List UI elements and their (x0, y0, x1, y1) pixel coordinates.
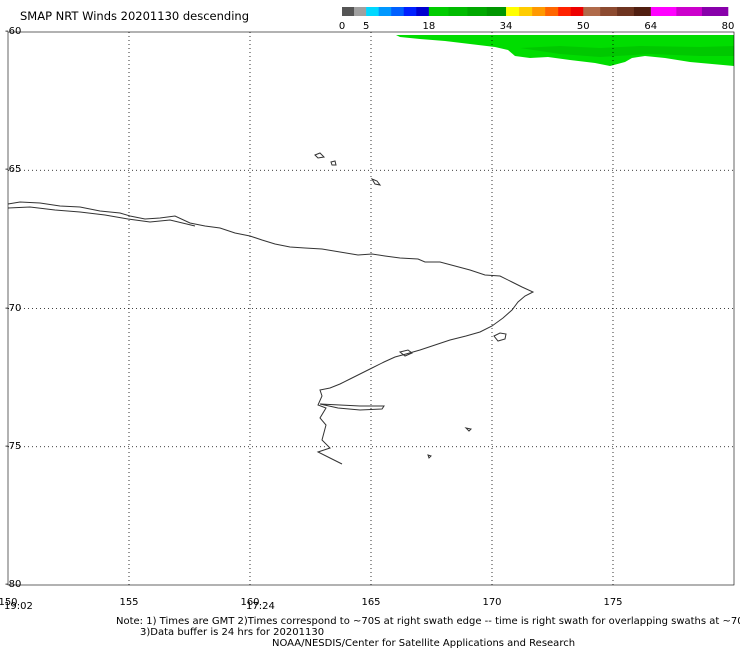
latitude-label: -65 (5, 164, 22, 176)
colorbar-segment (467, 7, 488, 16)
coastline-segment (427, 454, 432, 459)
colorbar-segment (506, 7, 520, 16)
swath-time-label: 19:02 (4, 601, 33, 612)
colorbar-segment (448, 7, 468, 16)
colorbar-segment (486, 7, 507, 16)
colorbar-segment (545, 7, 559, 16)
coastline-segment (314, 152, 326, 159)
map-title: SMAP NRT Winds 20201130 descending (20, 9, 249, 23)
colorbar-tick-label: 64 (644, 21, 658, 32)
colorbar-segment (617, 7, 635, 16)
coastline-segment (464, 427, 473, 432)
colorbar-segment (519, 7, 533, 16)
longitude-label: 175 (603, 597, 623, 608)
coastline-segment (319, 403, 385, 411)
coastline-segment (370, 177, 382, 186)
colorbar-segment (701, 7, 729, 16)
colorbar-segment (650, 7, 677, 16)
colorbar-segment (378, 7, 392, 16)
colorbar-tick-label: 0 (338, 21, 346, 32)
longitude-label: 170 (482, 597, 502, 608)
colorbar-segment (428, 7, 449, 16)
swath-time-label: 17:24 (246, 601, 275, 612)
wind-swath (396, 35, 734, 66)
colorbar-segment (676, 7, 703, 16)
colorbar-tick-label: 34 (499, 21, 513, 32)
colorbar-segment (532, 7, 546, 16)
colorbar-tick-label: 80 (721, 21, 735, 32)
colorbar-segment (600, 7, 618, 16)
colorbar-segment (570, 7, 584, 16)
longitude-label: 165 (361, 597, 381, 608)
colorbar-segment (366, 7, 379, 16)
colorbar-segment (354, 7, 367, 16)
note-line-1: Note: 1) Times are GMT 2)Times correspon… (116, 616, 740, 627)
map-frame (7, 31, 735, 586)
coastline-segment (7, 206, 196, 227)
longitude-label: 155 (119, 597, 139, 608)
latitude-label: -60 (5, 26, 22, 37)
longitude-label: 160 (240, 597, 260, 608)
colorbar-segment (342, 7, 355, 16)
colorbar-tick-label: 50 (576, 21, 590, 32)
coastline-segment (398, 349, 413, 357)
latitude-label: -70 (5, 302, 22, 314)
coastline-segment (493, 332, 507, 342)
latitude-label: -75 (5, 440, 22, 452)
grid-lines (8, 32, 734, 585)
colorbar-segment (633, 7, 652, 16)
longitude-label: 150 (0, 597, 18, 608)
latitude-label: -80 (5, 579, 22, 590)
colorbar (342, 7, 729, 16)
coastline-segment (330, 160, 337, 166)
colorbar-segment (391, 7, 405, 16)
note-line-2: 3)Data buffer is 24 hrs for 20201130 (140, 627, 325, 638)
colorbar-tick-label: 5 (362, 21, 370, 32)
wind-swath-shade (520, 46, 734, 57)
colorbar-segment (583, 7, 601, 16)
colorbar-tick-label: 18 (422, 21, 436, 32)
coastline (7, 152, 535, 465)
coastline-segment (7, 201, 535, 465)
colorbar-segment (558, 7, 572, 16)
note-line-3: NOAA/NESDIS/Center for Satellite Applica… (272, 638, 576, 649)
colorbar-segment (403, 7, 417, 16)
colorbar-segment (416, 7, 430, 16)
